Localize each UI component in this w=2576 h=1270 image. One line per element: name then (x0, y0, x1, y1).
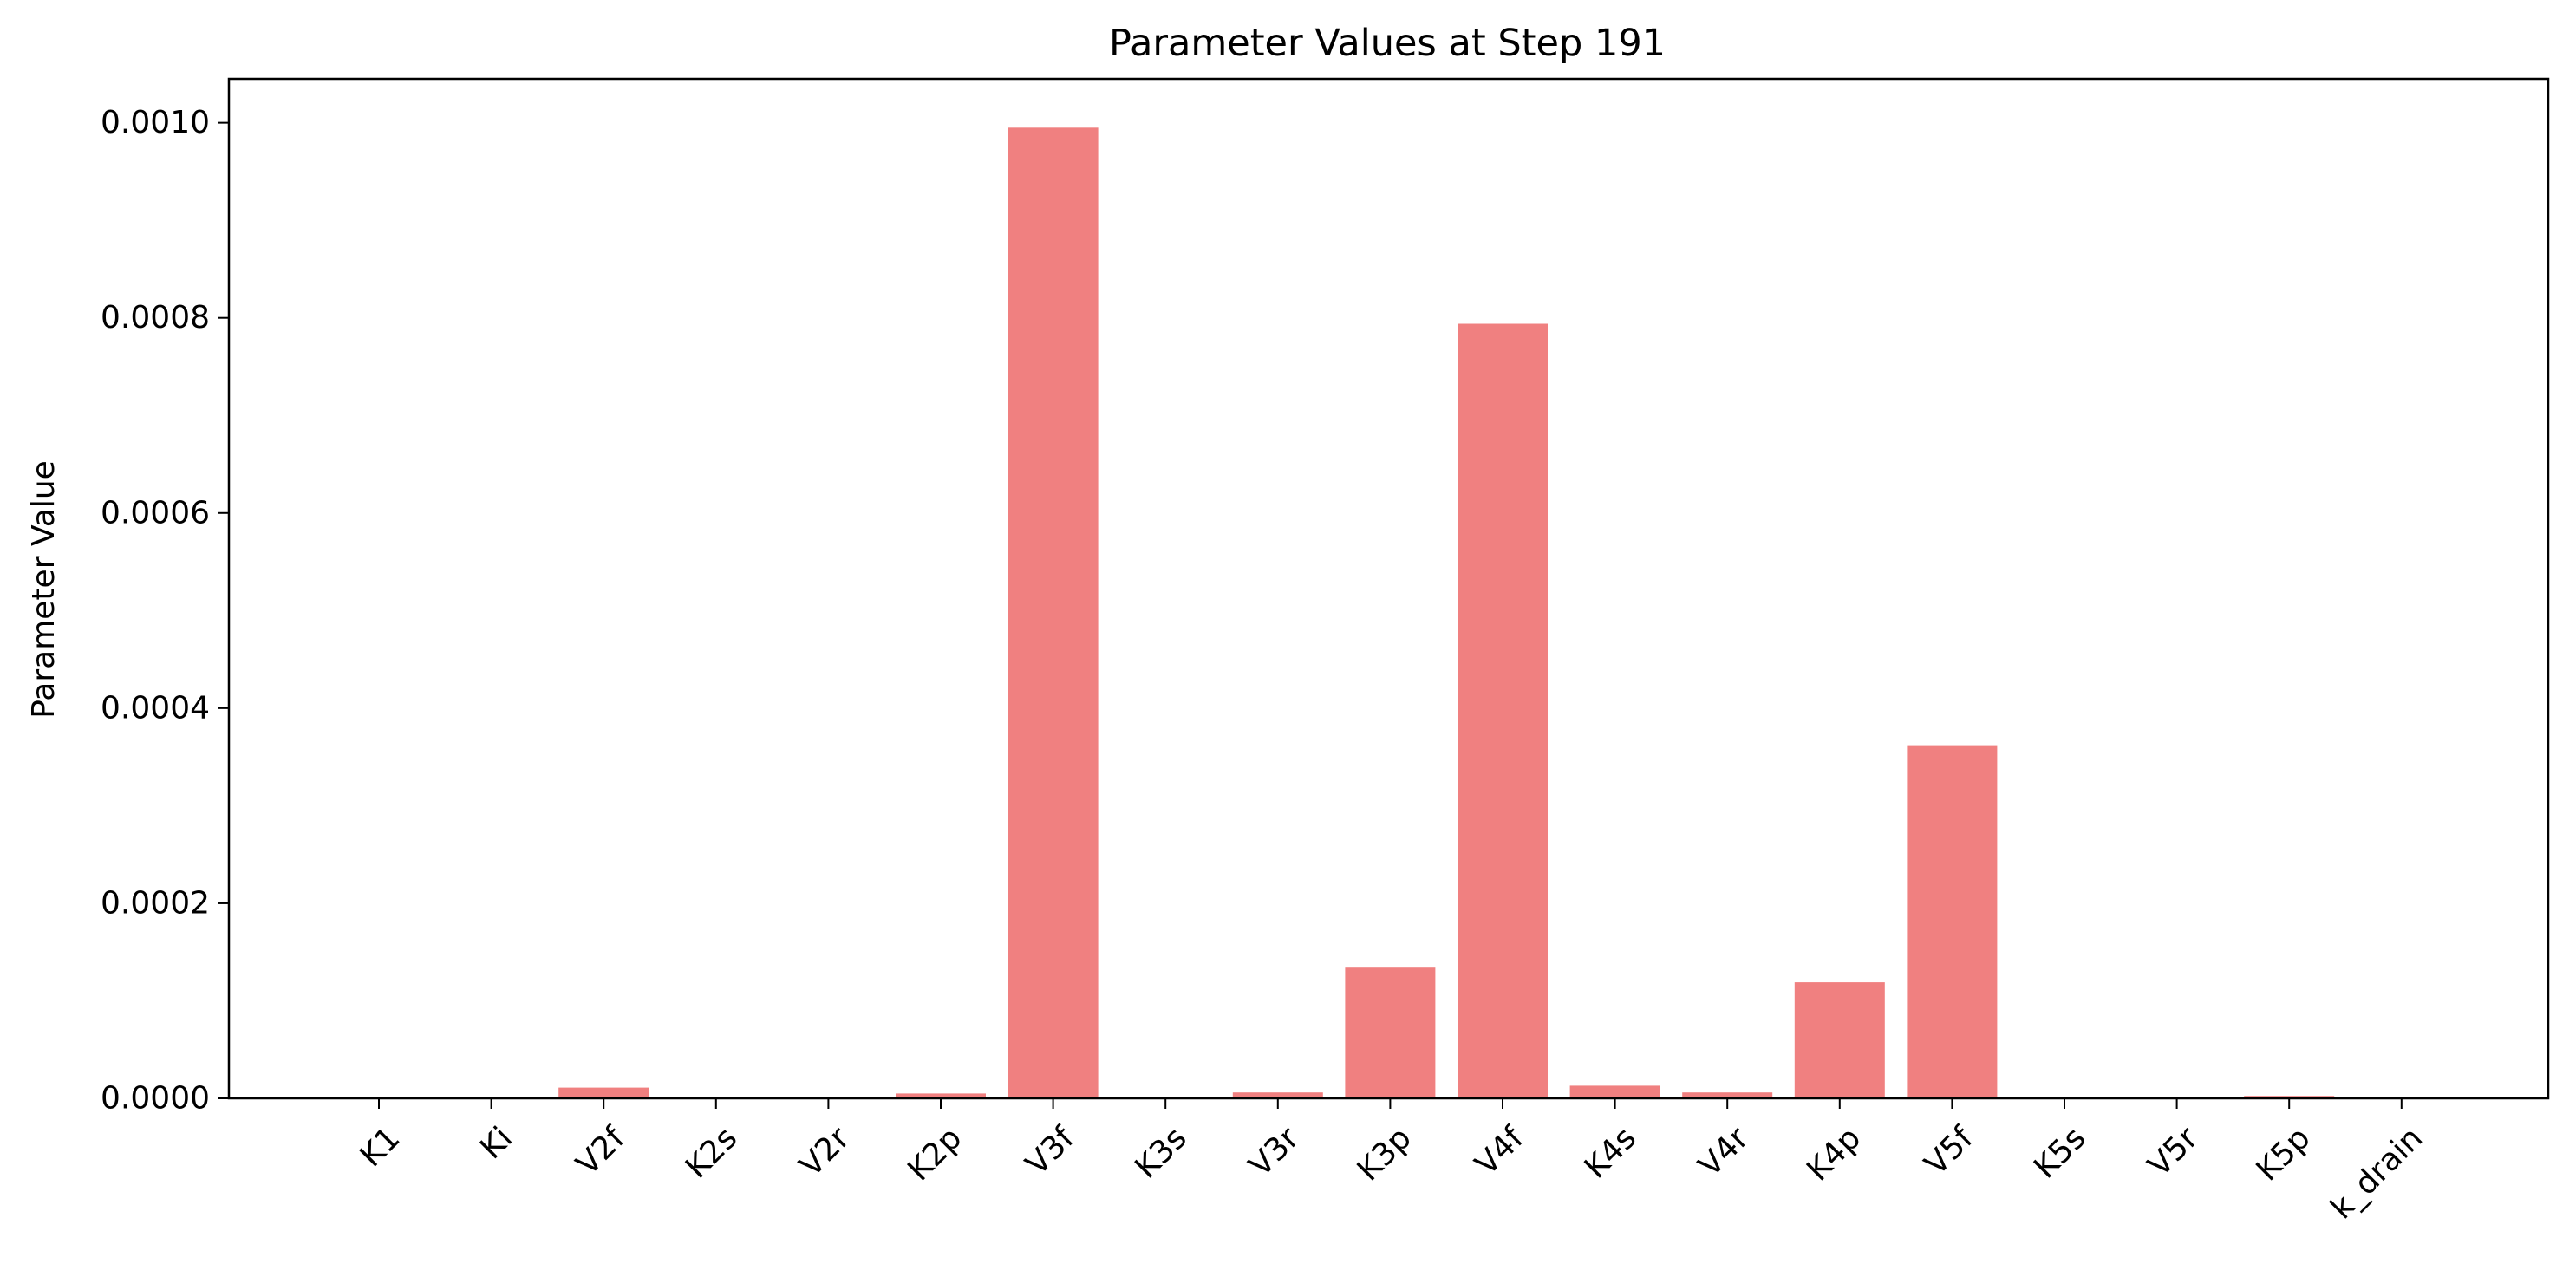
chart-title: Parameter Values at Step 191 (1109, 22, 1666, 65)
bar-V3f (1008, 127, 1099, 1098)
y-tick-label: 0.0008 (101, 300, 210, 335)
bars (558, 127, 2335, 1098)
y-tick-label: 0.0004 (101, 690, 210, 726)
bar-K2p (896, 1093, 986, 1098)
y-axis-label: Parameter Value (26, 460, 62, 719)
y-tick-label: 0.0010 (101, 105, 210, 140)
bar-V2f (558, 1087, 649, 1098)
bar-V4f (1458, 323, 1548, 1098)
y-axis-ticks: 0.0000 0.0002 0.0004 0.0006 0.0008 0.0010 (101, 105, 229, 1117)
bar-K3p (1345, 967, 1436, 1098)
y-tick-label: 0.0000 (101, 1081, 210, 1117)
bar-V4r (1682, 1092, 1773, 1098)
bar-K5p (2244, 1096, 2335, 1098)
bar-V5f (1907, 745, 1998, 1098)
y-tick-label: 0.0002 (101, 885, 210, 921)
plot-area-frame (227, 77, 2550, 1100)
bar-K4p (1794, 982, 1885, 1098)
bar-K4s (1569, 1085, 1660, 1098)
y-tick-label: 0.0006 (101, 495, 210, 531)
bar-V3r (1232, 1092, 1323, 1098)
